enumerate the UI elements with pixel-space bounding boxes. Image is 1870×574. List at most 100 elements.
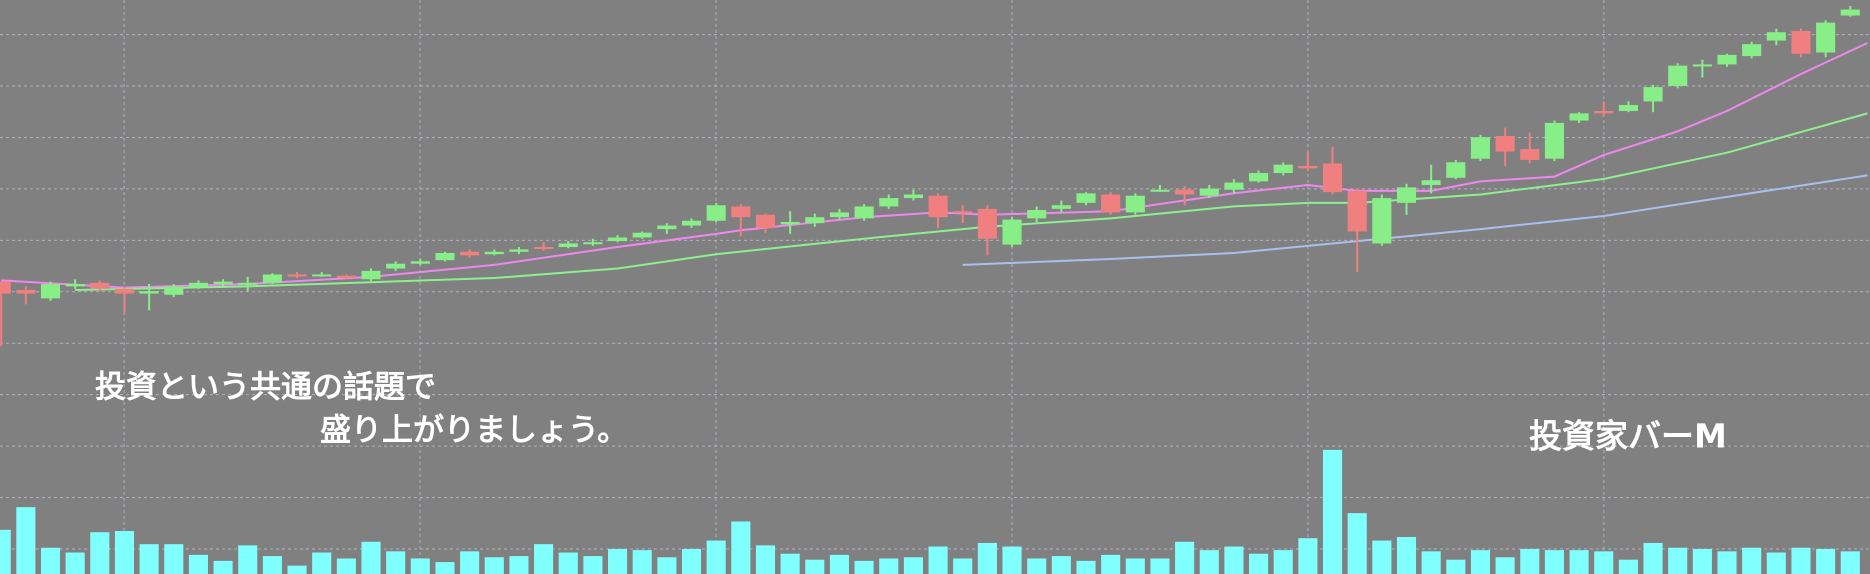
volume-bar [1396, 537, 1417, 574]
volume-bar [1495, 557, 1515, 574]
candle-body [657, 225, 677, 230]
volume-bar [460, 551, 480, 574]
candle-body [583, 242, 603, 245]
volume-bar [879, 558, 899, 574]
candle-body [1742, 44, 1762, 57]
volume-bar [1544, 550, 1564, 574]
volume-bar [1446, 559, 1466, 574]
candle-body [1224, 182, 1244, 190]
candle-body [755, 214, 776, 228]
volume-bar [1643, 542, 1663, 574]
volume-bar [484, 557, 504, 574]
volume-bar [238, 545, 258, 574]
candle-body [1027, 210, 1047, 219]
candle-body [1199, 188, 1219, 196]
candle-body [1150, 189, 1170, 192]
candle-body [213, 281, 233, 285]
candle-body [1446, 162, 1466, 178]
candle-body [780, 221, 800, 225]
candle-body [1298, 165, 1318, 169]
volume-bar [1816, 548, 1836, 574]
volume-bar [0, 529, 11, 574]
volume-bar [1347, 513, 1367, 574]
candle-body [1569, 113, 1589, 121]
volume-bar [706, 540, 726, 574]
volume-bar [1175, 541, 1195, 574]
volume-bar [1051, 556, 1071, 574]
volume-bar [139, 544, 159, 574]
volume-bar [1150, 558, 1170, 574]
volume-bar [1840, 551, 1860, 574]
volume-bar [386, 551, 406, 574]
volume-bar [1249, 553, 1269, 574]
candle-body [879, 198, 899, 207]
volume-bar [1372, 540, 1392, 574]
candle-body [608, 237, 628, 242]
volume-bar [1569, 550, 1589, 574]
candle-body [1692, 64, 1712, 67]
candle-body [805, 217, 825, 224]
candle-body [558, 243, 578, 248]
candle-body [681, 220, 702, 226]
candle-body [1495, 136, 1515, 152]
candle-body [0, 281, 11, 294]
volume-bar [903, 557, 923, 574]
candle-body [731, 206, 751, 218]
volume-bar [1520, 548, 1540, 574]
candle-body [312, 274, 332, 277]
candle-body [40, 284, 61, 299]
volume-bar [953, 558, 973, 574]
volume-bar [805, 559, 825, 574]
candle-body [1668, 65, 1688, 86]
candle-body [1766, 32, 1786, 41]
candle-body [361, 270, 381, 280]
candle-body [1076, 193, 1096, 203]
candle-body [632, 232, 652, 238]
volume-bar [213, 560, 233, 574]
candle-body [114, 288, 135, 294]
candle-body [1372, 198, 1392, 244]
candle-body [509, 249, 529, 252]
candle-body [928, 195, 948, 218]
volume-bar [1125, 558, 1145, 574]
candle-body [1717, 54, 1737, 65]
volume-bar [1199, 550, 1219, 574]
volume-bar [1076, 560, 1096, 574]
volume-bar [534, 544, 554, 574]
candle-body [410, 261, 430, 264]
volume-bar [632, 550, 652, 574]
caption-line-1: 投資という共通の話題で [95, 370, 436, 406]
volume-bar [854, 560, 874, 574]
candle-body [386, 263, 406, 269]
candle-body [953, 211, 973, 214]
volume-bar [681, 548, 702, 574]
volume-bar [928, 546, 948, 574]
volume-bar [287, 565, 307, 574]
volume-bar [1224, 546, 1244, 574]
candle-body [1594, 110, 1614, 114]
volume-bar [1298, 538, 1318, 574]
volume-bar [336, 558, 356, 574]
volume-bar [755, 545, 776, 574]
candle-body [238, 282, 258, 285]
volume-bar [1717, 551, 1737, 574]
volume-bar [1742, 547, 1762, 574]
volume-bar [509, 556, 529, 574]
marks [0, 5, 1868, 574]
volume-bar [583, 556, 603, 574]
volume-bar [1027, 558, 1047, 574]
volume-bar [1594, 551, 1614, 574]
candle-body [1544, 122, 1564, 159]
moving-average [75, 112, 1868, 291]
volume-bar [1421, 551, 1441, 574]
volume-bar [188, 554, 208, 574]
volume-bar [608, 548, 628, 574]
candle-body [336, 275, 356, 279]
volume-bar [780, 553, 800, 574]
candle-body [1347, 190, 1367, 232]
volume-bar [16, 507, 36, 574]
volume-bar [1692, 548, 1712, 574]
candle-body [829, 212, 849, 218]
